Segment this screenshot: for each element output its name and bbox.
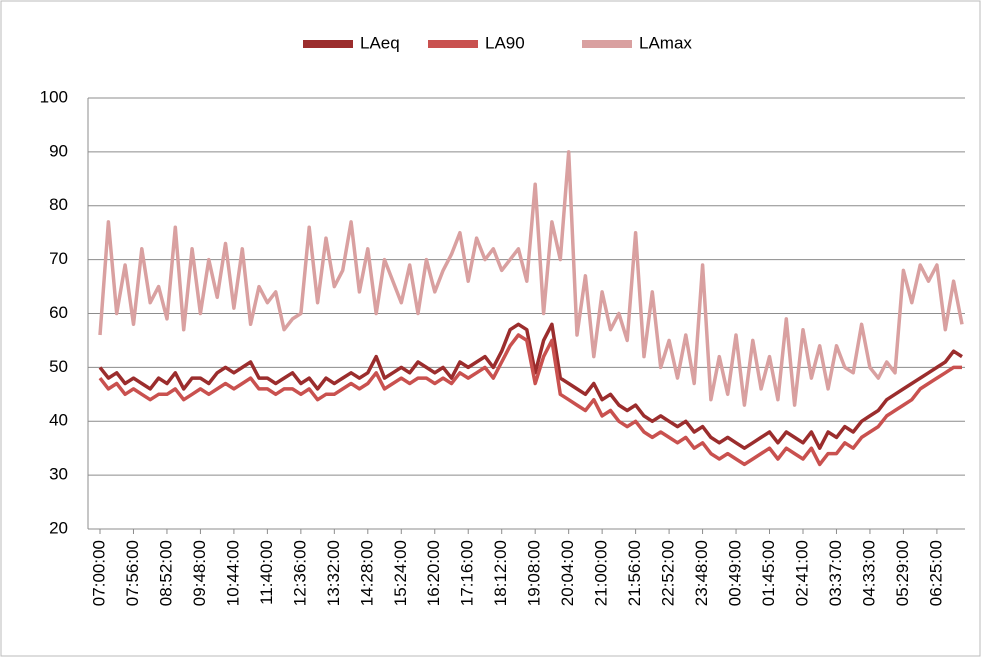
legend-swatch (428, 40, 478, 48)
x-tick-label: 16:20:00 (424, 540, 443, 606)
x-tick-label: 01:45:00 (759, 540, 778, 606)
x-tick-label: 15:24:00 (391, 540, 410, 606)
x-tick-label: 07:00:00 (89, 540, 108, 606)
x-tick-label: 11:40:00 (257, 540, 276, 605)
y-tick-label: 30 (49, 465, 68, 484)
x-tick-label: 20:04:00 (558, 540, 577, 606)
x-tick-label: 03:37:00 (826, 540, 845, 606)
x-tick-label: 02:41:00 (792, 540, 811, 606)
x-tick-label: 05:29:00 (893, 540, 912, 606)
x-tick-label: 13:32:00 (324, 540, 343, 606)
x-tick-label: 09:48:00 (190, 540, 209, 606)
y-tick-label: 20 (49, 518, 68, 537)
x-tick-label: 19:08:00 (525, 540, 544, 606)
y-tick-label: 50 (49, 357, 68, 376)
x-tick-label: 06:25:00 (926, 540, 945, 606)
y-tick-label: 100 (40, 87, 68, 106)
x-tick-label: 21:00:00 (592, 540, 611, 606)
y-tick-label: 40 (49, 411, 68, 430)
legend-label: LA90 (485, 33, 525, 52)
legend-swatch (582, 40, 632, 48)
y-tick-label: 60 (49, 303, 68, 322)
legend-swatch (303, 40, 353, 48)
x-tick-label: 12:36:00 (290, 540, 309, 606)
series-line (98, 333, 962, 467)
x-tick-label: 04:33:00 (859, 540, 878, 606)
x-tick-label: 00:49:00 (726, 540, 745, 606)
y-tick-label: 80 (49, 195, 68, 214)
legend-label: LAmax (639, 33, 692, 52)
series-line (98, 150, 964, 407)
legend-label: LAeq (360, 33, 400, 52)
x-tick-label: 17:16:00 (458, 540, 477, 606)
y-tick-label: 90 (49, 141, 68, 160)
y-tick-label: 70 (49, 249, 68, 268)
x-tick-label: 07:56:00 (123, 540, 142, 606)
series-line (98, 322, 963, 450)
x-tick-label: 21:56:00 (625, 540, 644, 606)
x-tick-label: 14:28:00 (357, 540, 376, 606)
x-tick-label: 23:48:00 (692, 540, 711, 606)
x-tick-label: 10:44:00 (223, 540, 242, 606)
x-tick-label: 22:52:00 (659, 540, 678, 606)
x-tick-label: 18:12:00 (491, 540, 510, 606)
x-tick-label: 08:52:00 (156, 540, 175, 606)
